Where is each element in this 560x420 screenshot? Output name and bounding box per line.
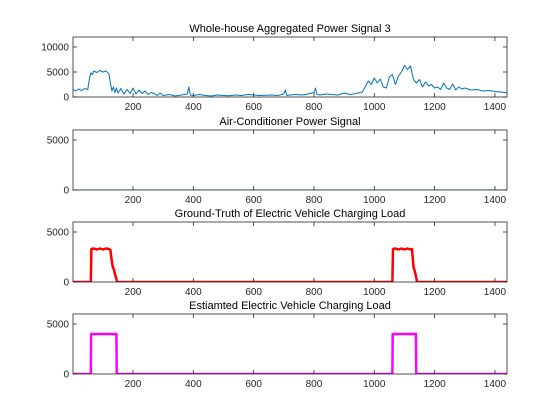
x-tick-label: 400 — [185, 287, 202, 298]
y-tick-label: 10000 — [41, 43, 69, 54]
plot-area — [73, 130, 507, 190]
y-tick-label: 5000 — [47, 228, 70, 239]
axes-box — [72, 36, 508, 98]
x-tick-label: 1000 — [363, 287, 386, 298]
x-tick-label: 800 — [306, 102, 323, 113]
x-tick-label: 800 — [306, 379, 323, 390]
x-tick-label: 1400 — [484, 379, 507, 390]
series-line-1 — [73, 65, 507, 97]
plot-area — [73, 37, 507, 97]
axes-box — [72, 221, 508, 283]
y-tick-label: 0 — [63, 278, 69, 289]
x-tick-label: 200 — [125, 195, 142, 206]
subplot-2: 200 400 600 800 1000 1200 1400 0 5000 Air-Conditi… — [47, 116, 508, 206]
x-tick-label: 400 — [185, 379, 202, 390]
x-tick-label: 1400 — [484, 102, 507, 113]
x-tick-label: 600 — [245, 102, 262, 113]
x-tick-label: 1000 — [363, 102, 386, 113]
subplot-1: 200 400 600 800 1000 1200 1400 0 5000 10000 Whole-… — [41, 23, 508, 113]
plot-area — [73, 314, 507, 374]
x-tick-label: 1000 — [363, 379, 386, 390]
y-tick-label: 5000 — [47, 136, 70, 147]
x-tick-label: 1400 — [484, 195, 507, 206]
x-tick-label: 1200 — [423, 102, 446, 113]
subplot-title: Estiamted Electric Vehicle Charging Load — [189, 300, 391, 312]
x-tick-label: 1000 — [363, 195, 386, 206]
subplot-title: Air-Conditioner Power Signal — [219, 116, 360, 128]
subplot-4: 200 400 600 800 1000 1200 1400 0 5000 Estiamted E… — [47, 300, 508, 390]
y-tick-label: 0 — [63, 370, 69, 381]
x-tick-label: 600 — [245, 287, 262, 298]
series-line-1 — [73, 247, 507, 282]
x-tick-label: 200 — [125, 379, 142, 390]
axes-box — [72, 129, 508, 191]
x-tick-label: 600 — [245, 379, 262, 390]
x-tick-label: 1200 — [423, 195, 446, 206]
x-tick-label: 200 — [125, 102, 142, 113]
series-line-1 — [73, 332, 507, 374]
subplot-title: Ground-Truth of Electric Vehicle Chargin… — [175, 208, 406, 220]
x-tick-label: 200 — [125, 287, 142, 298]
x-tick-label: 400 — [185, 102, 202, 113]
subplot-title: Whole-house Aggregated Power Signal 3 — [189, 23, 390, 35]
y-tick-label: 0 — [63, 93, 69, 104]
y-tick-label: 0 — [63, 186, 69, 197]
x-tick-label: 1200 — [423, 379, 446, 390]
axes-box — [72, 313, 508, 375]
x-tick-label: 1400 — [484, 287, 507, 298]
plot-area — [73, 222, 507, 282]
x-tick-label: 800 — [306, 195, 323, 206]
x-tick-label: 400 — [185, 195, 202, 206]
x-tick-label: 600 — [245, 195, 262, 206]
y-tick-label: 5000 — [47, 320, 70, 331]
subplot-3: 200 400 600 800 1000 1200 1400 0 5000 Ground-Trut… — [47, 208, 508, 298]
x-tick-label: 800 — [306, 287, 323, 298]
y-tick-label: 5000 — [47, 68, 70, 79]
x-tick-label: 1200 — [423, 287, 446, 298]
